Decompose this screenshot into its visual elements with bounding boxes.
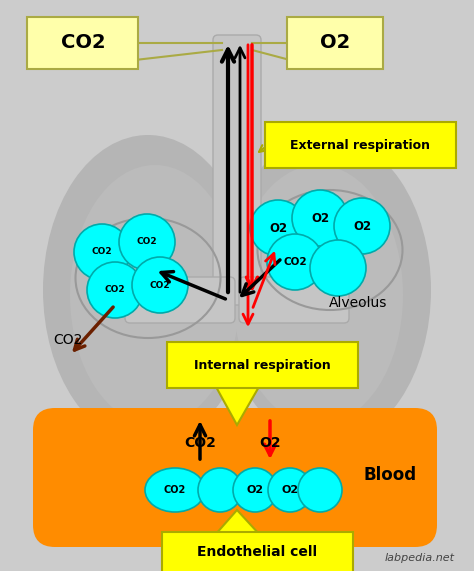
FancyBboxPatch shape xyxy=(239,277,349,323)
Text: External respiration: External respiration xyxy=(290,139,430,151)
Text: O2: O2 xyxy=(246,485,264,495)
FancyBboxPatch shape xyxy=(162,532,353,571)
Circle shape xyxy=(74,224,130,280)
Ellipse shape xyxy=(298,468,342,512)
FancyBboxPatch shape xyxy=(33,408,437,547)
FancyBboxPatch shape xyxy=(213,35,261,305)
Text: O2: O2 xyxy=(320,34,350,53)
Ellipse shape xyxy=(145,468,205,512)
Text: CO2: CO2 xyxy=(164,485,186,495)
Text: CO2: CO2 xyxy=(137,238,157,247)
Ellipse shape xyxy=(233,165,403,425)
Ellipse shape xyxy=(268,468,312,512)
Circle shape xyxy=(87,262,143,318)
Circle shape xyxy=(267,234,323,290)
Text: CO2: CO2 xyxy=(283,257,307,267)
FancyBboxPatch shape xyxy=(287,17,383,69)
Ellipse shape xyxy=(70,165,240,425)
Ellipse shape xyxy=(43,135,253,445)
Text: Alveolus: Alveolus xyxy=(329,296,387,310)
Circle shape xyxy=(132,257,188,313)
Ellipse shape xyxy=(198,468,242,512)
Text: CO2: CO2 xyxy=(105,286,125,295)
Polygon shape xyxy=(215,510,260,535)
Circle shape xyxy=(334,198,390,254)
Text: O2: O2 xyxy=(282,485,299,495)
Text: Internal respiration: Internal respiration xyxy=(193,359,330,372)
Text: CO2: CO2 xyxy=(61,34,105,53)
Text: CO2: CO2 xyxy=(184,436,216,450)
Text: O2: O2 xyxy=(259,436,281,450)
Circle shape xyxy=(119,214,175,270)
Text: CO2: CO2 xyxy=(91,247,112,256)
Polygon shape xyxy=(215,385,260,425)
Ellipse shape xyxy=(233,468,277,512)
Text: O2: O2 xyxy=(353,219,371,232)
Text: CO2: CO2 xyxy=(150,280,170,289)
Text: O2: O2 xyxy=(311,211,329,224)
Text: Blood: Blood xyxy=(364,466,417,484)
FancyBboxPatch shape xyxy=(167,342,358,388)
Circle shape xyxy=(292,190,348,246)
FancyBboxPatch shape xyxy=(27,17,138,69)
FancyBboxPatch shape xyxy=(265,122,456,168)
Text: CO2: CO2 xyxy=(53,333,82,347)
Text: labpedia.net: labpedia.net xyxy=(385,553,455,563)
Text: O2: O2 xyxy=(269,222,287,235)
Text: Endothelial cell: Endothelial cell xyxy=(197,545,317,559)
Ellipse shape xyxy=(221,135,431,445)
Circle shape xyxy=(310,240,366,296)
Circle shape xyxy=(250,200,306,256)
FancyBboxPatch shape xyxy=(125,277,235,323)
